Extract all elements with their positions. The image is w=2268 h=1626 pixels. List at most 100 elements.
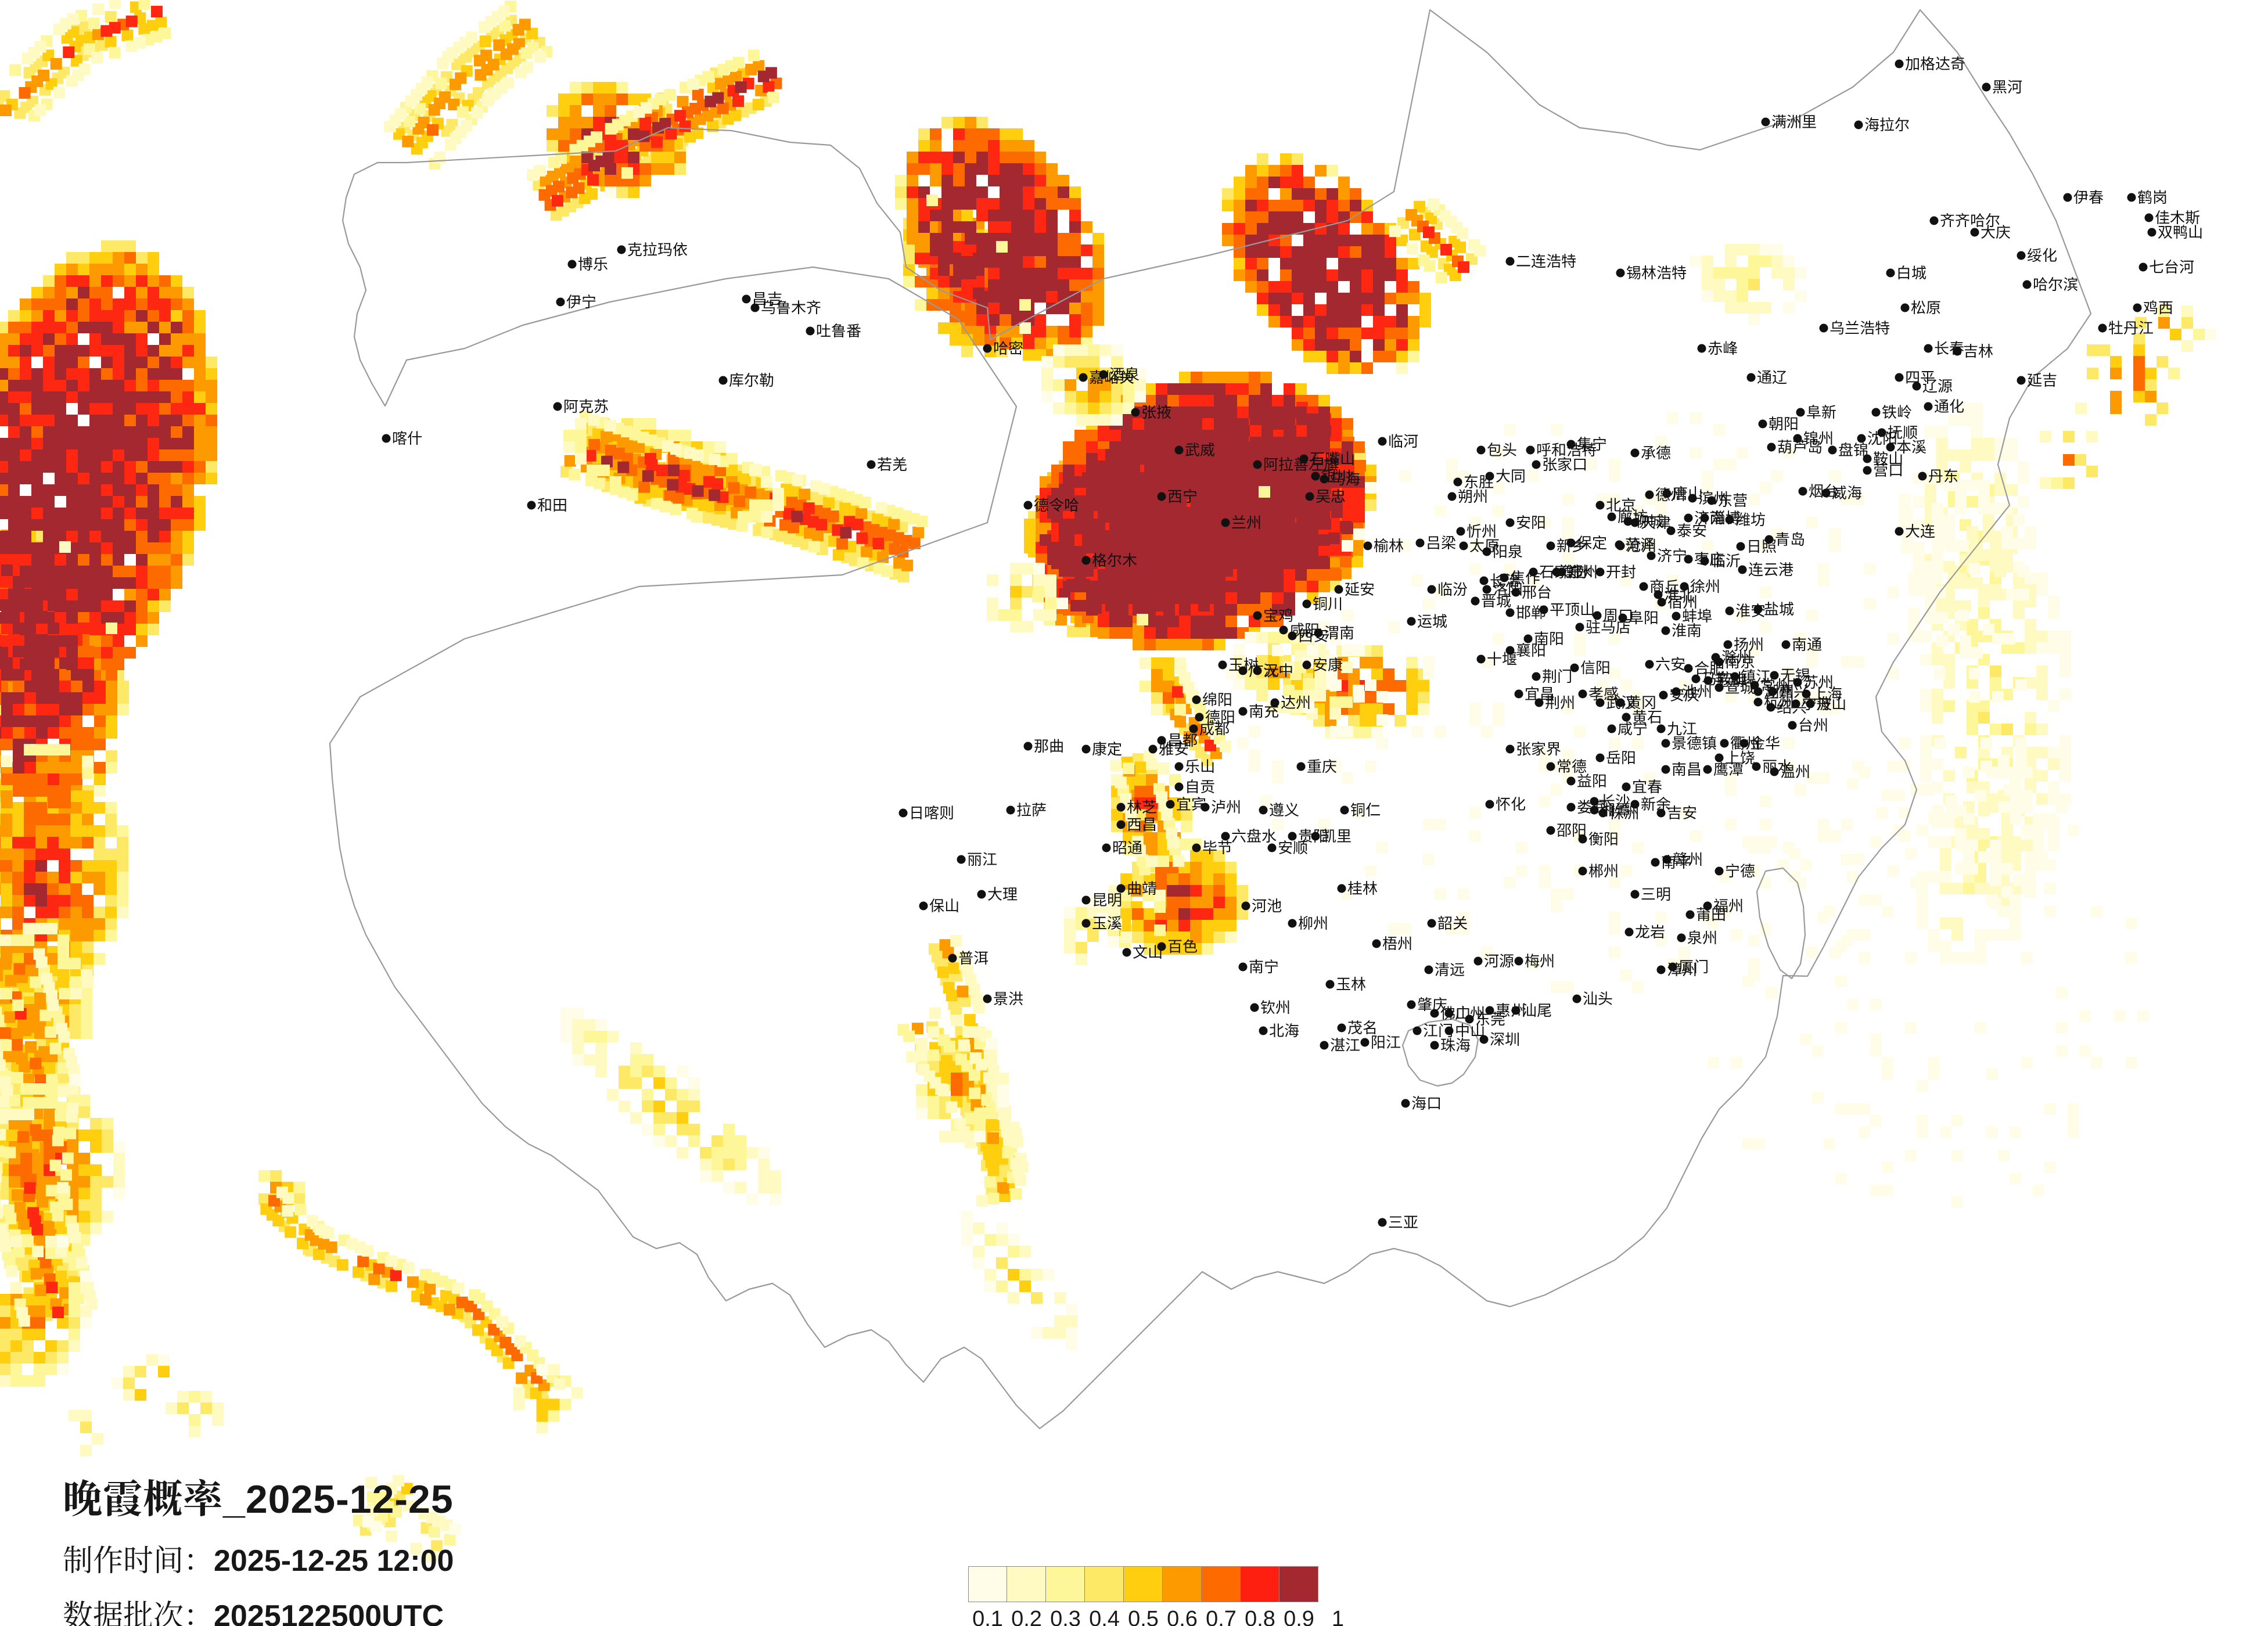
svg-text:梅州: 梅州	[1525, 949, 1555, 971]
svg-text:汕头: 汕头	[1583, 987, 1613, 1009]
svg-text:西宁: 西宁	[1167, 485, 1198, 506]
svg-text:朔州: 朔州	[1458, 485, 1488, 506]
svg-text:邵阳: 邵阳	[1557, 819, 1587, 840]
svg-text:韶关: 韶关	[1437, 912, 1468, 933]
svg-text:鸡西: 鸡西	[2143, 296, 2173, 318]
svg-text:景德镇: 景德镇	[1672, 732, 1717, 753]
svg-text:昆明: 昆明	[1092, 888, 1122, 910]
svg-text:梧州: 梧州	[1382, 932, 1412, 954]
svg-text:怀化: 怀化	[1496, 793, 1526, 814]
svg-text:大庆: 大庆	[1981, 221, 2011, 242]
svg-text:新乡: 新乡	[1557, 534, 1587, 556]
svg-text:咸阳: 咸阳	[1289, 618, 1320, 640]
svg-text:汕尾: 汕尾	[1522, 999, 1552, 1020]
svg-text:满洲里: 满洲里	[1771, 110, 1817, 132]
svg-text:乌鲁木齐: 乌鲁木齐	[761, 296, 821, 318]
svg-text:三明: 三明	[1641, 883, 1671, 904]
svg-text:加格达奇: 加格达奇	[1905, 52, 1965, 74]
svg-text:郑州: 郑州	[1568, 560, 1598, 582]
svg-text:临河: 临河	[1388, 430, 1418, 451]
svg-text:百色: 百色	[1167, 935, 1198, 956]
svg-text:衡阳: 衡阳	[1588, 828, 1619, 849]
svg-text:南昌: 南昌	[1672, 758, 1702, 779]
svg-text:张掖: 张掖	[1141, 401, 1171, 422]
svg-text:吉安: 吉安	[1667, 801, 1697, 823]
svg-text:安顺: 安顺	[1278, 836, 1308, 858]
svg-text:莆田: 莆田	[1696, 903, 1726, 924]
svg-text:集宁: 集宁	[1577, 433, 1607, 454]
svg-text:西昌: 西昌	[1127, 813, 1157, 834]
svg-text:焦作: 焦作	[1510, 566, 1540, 588]
svg-text:青岛: 青岛	[1775, 528, 1805, 549]
svg-text:大同: 大同	[1496, 465, 1526, 486]
svg-text:兰州: 兰州	[1231, 511, 1261, 533]
svg-text:广元: 广元	[1249, 659, 1279, 681]
svg-text:丹东: 丹东	[1928, 465, 1958, 486]
svg-text:格尔木: 格尔木	[1092, 549, 1137, 570]
svg-text:宝鸡: 宝鸡	[1263, 604, 1293, 625]
svg-text:清远: 清远	[1435, 958, 1465, 980]
svg-text:景洪: 景洪	[993, 987, 1023, 1009]
svg-text:河源: 河源	[1484, 949, 1514, 971]
svg-text:菏泽: 菏泽	[1625, 533, 1655, 555]
svg-text:营口: 营口	[1873, 459, 1903, 480]
svg-text:聊城: 聊城	[1634, 510, 1664, 531]
svg-text:延吉: 延吉	[2027, 369, 2057, 390]
svg-text:伊春: 伊春	[2073, 186, 2104, 207]
svg-text:库尔勒: 库尔勒	[729, 369, 774, 390]
svg-text:阿拉善左旗: 阿拉善左旗	[1263, 453, 1339, 474]
svg-text:雅安: 雅安	[1159, 738, 1189, 759]
svg-text:吕梁: 吕梁	[1426, 531, 1456, 553]
svg-text:鹤岗: 鹤岗	[2137, 186, 2168, 207]
svg-text:海拉尔: 海拉尔	[1864, 113, 1910, 135]
svg-text:辽源: 辽源	[1922, 375, 1953, 396]
svg-text:柳州: 柳州	[1298, 912, 1328, 933]
svg-text:文山: 文山	[1133, 941, 1163, 962]
svg-text:乌海: 乌海	[1330, 467, 1360, 489]
svg-text:若羌: 若羌	[877, 453, 907, 474]
svg-text:泸州: 泸州	[1211, 796, 1241, 817]
svg-text:泰安: 泰安	[1677, 519, 1707, 541]
svg-text:海口: 海口	[1411, 1092, 1442, 1113]
svg-text:阜阳: 阜阳	[1629, 606, 1659, 628]
svg-text:舟山: 舟山	[1816, 692, 1846, 714]
svg-text:驻马店: 驻马店	[1586, 616, 1631, 637]
svg-text:宣城: 宣城	[1725, 676, 1755, 697]
svg-text:丽水: 丽水	[1762, 755, 1792, 776]
svg-text:丽江: 丽江	[967, 848, 997, 869]
svg-text:滨州: 滨州	[1698, 487, 1728, 508]
svg-text:黑河: 黑河	[1992, 75, 2022, 97]
svg-text:克拉玛依: 克拉玛依	[627, 238, 688, 260]
svg-text:宁德: 宁德	[1725, 859, 1755, 881]
svg-text:凯里: 凯里	[1321, 825, 1352, 846]
svg-text:葫芦岛: 葫芦岛	[1777, 436, 1823, 457]
svg-text:重庆: 重庆	[1307, 755, 1337, 776]
svg-text:普洱: 普洱	[958, 947, 989, 968]
svg-text:威海: 威海	[1832, 481, 1862, 503]
svg-text:昭通: 昭通	[1112, 836, 1142, 858]
svg-text:张家界: 张家界	[1516, 738, 1561, 759]
svg-text:大理: 大理	[987, 883, 1018, 904]
svg-text:二连浩特: 二连浩特	[1516, 250, 1576, 271]
svg-text:新余: 新余	[1641, 793, 1671, 814]
svg-text:哈尔滨: 哈尔滨	[2033, 273, 2078, 294]
svg-text:德令哈: 德令哈	[1034, 494, 1079, 515]
svg-text:酒泉: 酒泉	[1109, 363, 1140, 384]
svg-text:郴州: 郴州	[1588, 859, 1619, 881]
svg-text:康定: 康定	[1092, 738, 1122, 759]
svg-text:十堰: 十堰	[1487, 647, 1517, 669]
svg-text:鹰潭: 鹰潭	[1713, 758, 1744, 779]
svg-text:三亚: 三亚	[1388, 1211, 1418, 1232]
svg-text:包头: 包头	[1487, 438, 1517, 460]
svg-text:玉溪: 玉溪	[1092, 912, 1122, 933]
svg-text:钦州: 钦州	[1260, 996, 1291, 1017]
svg-text:娄底: 娄底	[1577, 796, 1607, 817]
svg-text:张家口: 张家口	[1542, 453, 1587, 474]
svg-text:临汾: 临汾	[1437, 578, 1468, 599]
svg-text:六盘水: 六盘水	[1231, 825, 1277, 846]
svg-text:泉州: 泉州	[1687, 926, 1717, 948]
svg-text:荆州: 荆州	[1545, 691, 1575, 713]
svg-text:朝阳: 朝阳	[1769, 412, 1799, 434]
svg-text:阜新: 阜新	[1806, 401, 1836, 422]
svg-text:渭南: 渭南	[1324, 621, 1354, 643]
